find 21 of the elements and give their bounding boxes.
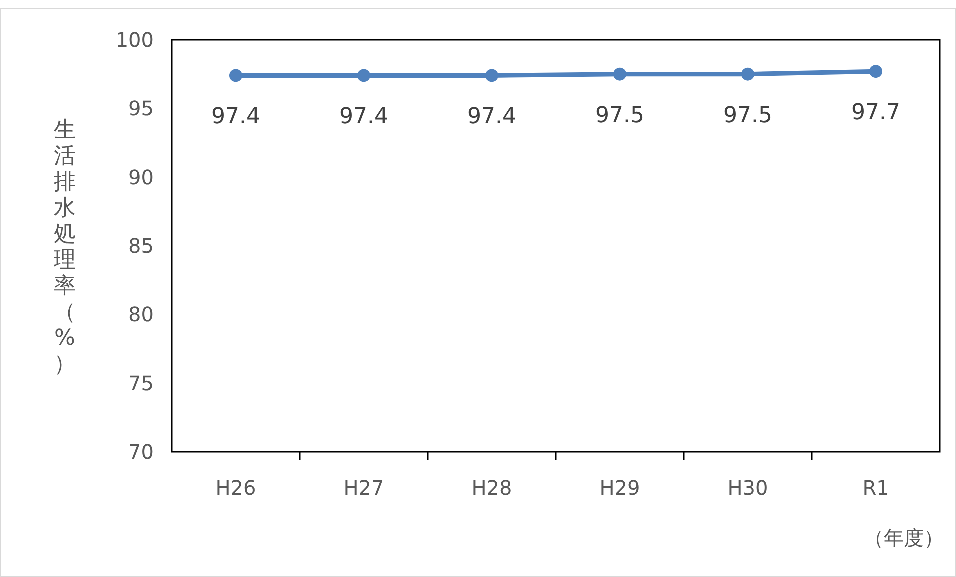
y-tick-label: 100 [116,28,154,52]
x-tick-label: H26 [216,476,256,500]
data-label: 97.5 [724,103,772,128]
text: 生活排水処理率（%） [54,118,76,377]
y-tick-label: 75 [128,371,154,396]
x-tick-label: H27 [344,476,384,500]
y-tick-label: 95 [128,96,154,121]
y-tick-label: 90 [128,165,154,190]
x-axis-title: （年度） [864,526,944,550]
data-label: 97.5 [596,103,644,128]
x-tick-label: R1 [862,476,890,500]
data-label: 97.4 [468,104,516,130]
x-tick-label: H28 [472,476,512,500]
y-tick-label: 85 [128,234,154,258]
data-label: 97.7 [852,100,900,126]
y-tick-label: 80 [128,302,154,327]
y-tick-label: 70 [128,440,154,464]
x-tick-label: H29 [600,476,640,500]
data-label: 97.4 [212,104,260,130]
data-label: 97.4 [340,104,388,130]
x-tick-label: H30 [728,476,768,500]
